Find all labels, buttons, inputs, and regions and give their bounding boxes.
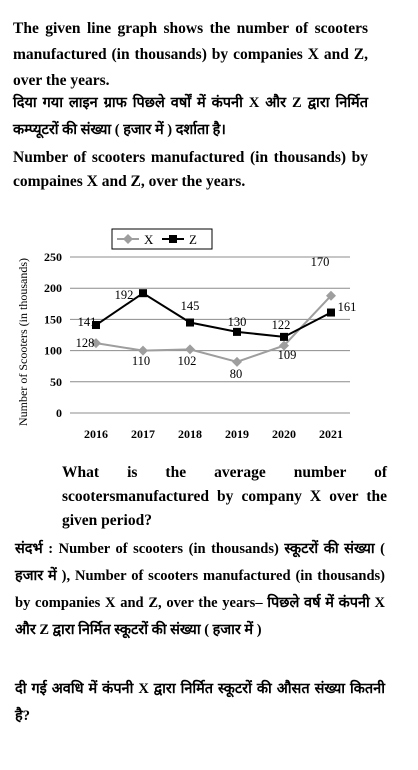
- y-tick-250: 250: [44, 250, 62, 264]
- x-tick-2018: 2018: [178, 427, 202, 441]
- y-tick-100: 100: [44, 344, 62, 358]
- data-label-X-2016: 128: [76, 336, 95, 350]
- y-axis-ticks: 0 50 100 150 200 250: [44, 250, 62, 420]
- point-Z-2017: [139, 289, 147, 298]
- data-label-X-2017: 110: [132, 354, 150, 368]
- x-axis-ticks: 2016 2017 2018 2019 2020 2021: [84, 427, 343, 441]
- x-tick-2019: 2019: [225, 427, 249, 441]
- x-tick-2017: 2017: [131, 427, 155, 441]
- series-line-Z: [95, 291, 332, 338]
- point-Z-2016: [92, 321, 100, 330]
- data-label-Z-2019: 130: [228, 315, 247, 329]
- legend-label-X: X: [144, 232, 154, 247]
- data-label-X-2019: 80: [230, 367, 243, 381]
- point-X-2019: [232, 356, 242, 367]
- y-tick-0: 0: [56, 406, 62, 420]
- series-line-X: [95, 295, 332, 363]
- question-english: What is the average number of scootersma…: [62, 464, 387, 529]
- y-tick-50: 50: [50, 375, 62, 389]
- point-Z-2018: [186, 318, 194, 327]
- legend-marker-X: [123, 234, 133, 244]
- data-label-X-2020: 109: [278, 348, 297, 362]
- data-label-Z-2017: 192: [115, 288, 134, 302]
- data-label-Z-2020: 122: [272, 318, 291, 332]
- point-Z-2020: [280, 332, 288, 341]
- context-hindi: संदर्भ : Number of scooters (in thousand…: [15, 541, 385, 638]
- data-label-X-2018: 102: [178, 354, 197, 368]
- data-label-Z-2021: 161: [338, 300, 357, 314]
- legend-marker-Z: [169, 235, 177, 243]
- data-label-Z-2016: 141: [78, 315, 97, 329]
- point-X-2020: [279, 340, 289, 351]
- x-tick-2020: 2020: [272, 427, 296, 441]
- data-label-X-2021: 170: [311, 255, 330, 269]
- question-hindi: दी गई अवधि में कंपनी X द्वारा निर्मित स्…: [15, 681, 385, 724]
- chart-series: [91, 289, 336, 367]
- chart-gridlines: [70, 256, 350, 414]
- point-X-2018: [185, 344, 195, 355]
- point-X-2017: [138, 345, 148, 356]
- point-X-2016: [91, 338, 101, 349]
- data-label-Z-2018: 145: [181, 299, 200, 313]
- chart-caption: Number of scooters manufactured (in thou…: [13, 149, 368, 190]
- y-axis-label: Number of Scooters (in thousands): [16, 258, 30, 426]
- x-tick-2016: 2016: [84, 427, 108, 441]
- point-Z-2021: [327, 308, 335, 317]
- point-Z-2019: [233, 327, 241, 336]
- question-intro-hindi: दिया गया लाइन ग्राफ पिछले वर्षों में कंप…: [13, 95, 368, 138]
- legend-label-Z: Z: [189, 232, 197, 247]
- y-tick-150: 150: [44, 312, 62, 326]
- question-intro-english: The given line graph shows the number of…: [13, 20, 368, 89]
- x-tick-2021: 2021: [319, 427, 343, 441]
- y-tick-200: 200: [44, 281, 62, 295]
- point-X-2021: [326, 290, 336, 301]
- data-labels: 128 110 102 80 109 170 141 192 145 130 122 161: [76, 255, 357, 381]
